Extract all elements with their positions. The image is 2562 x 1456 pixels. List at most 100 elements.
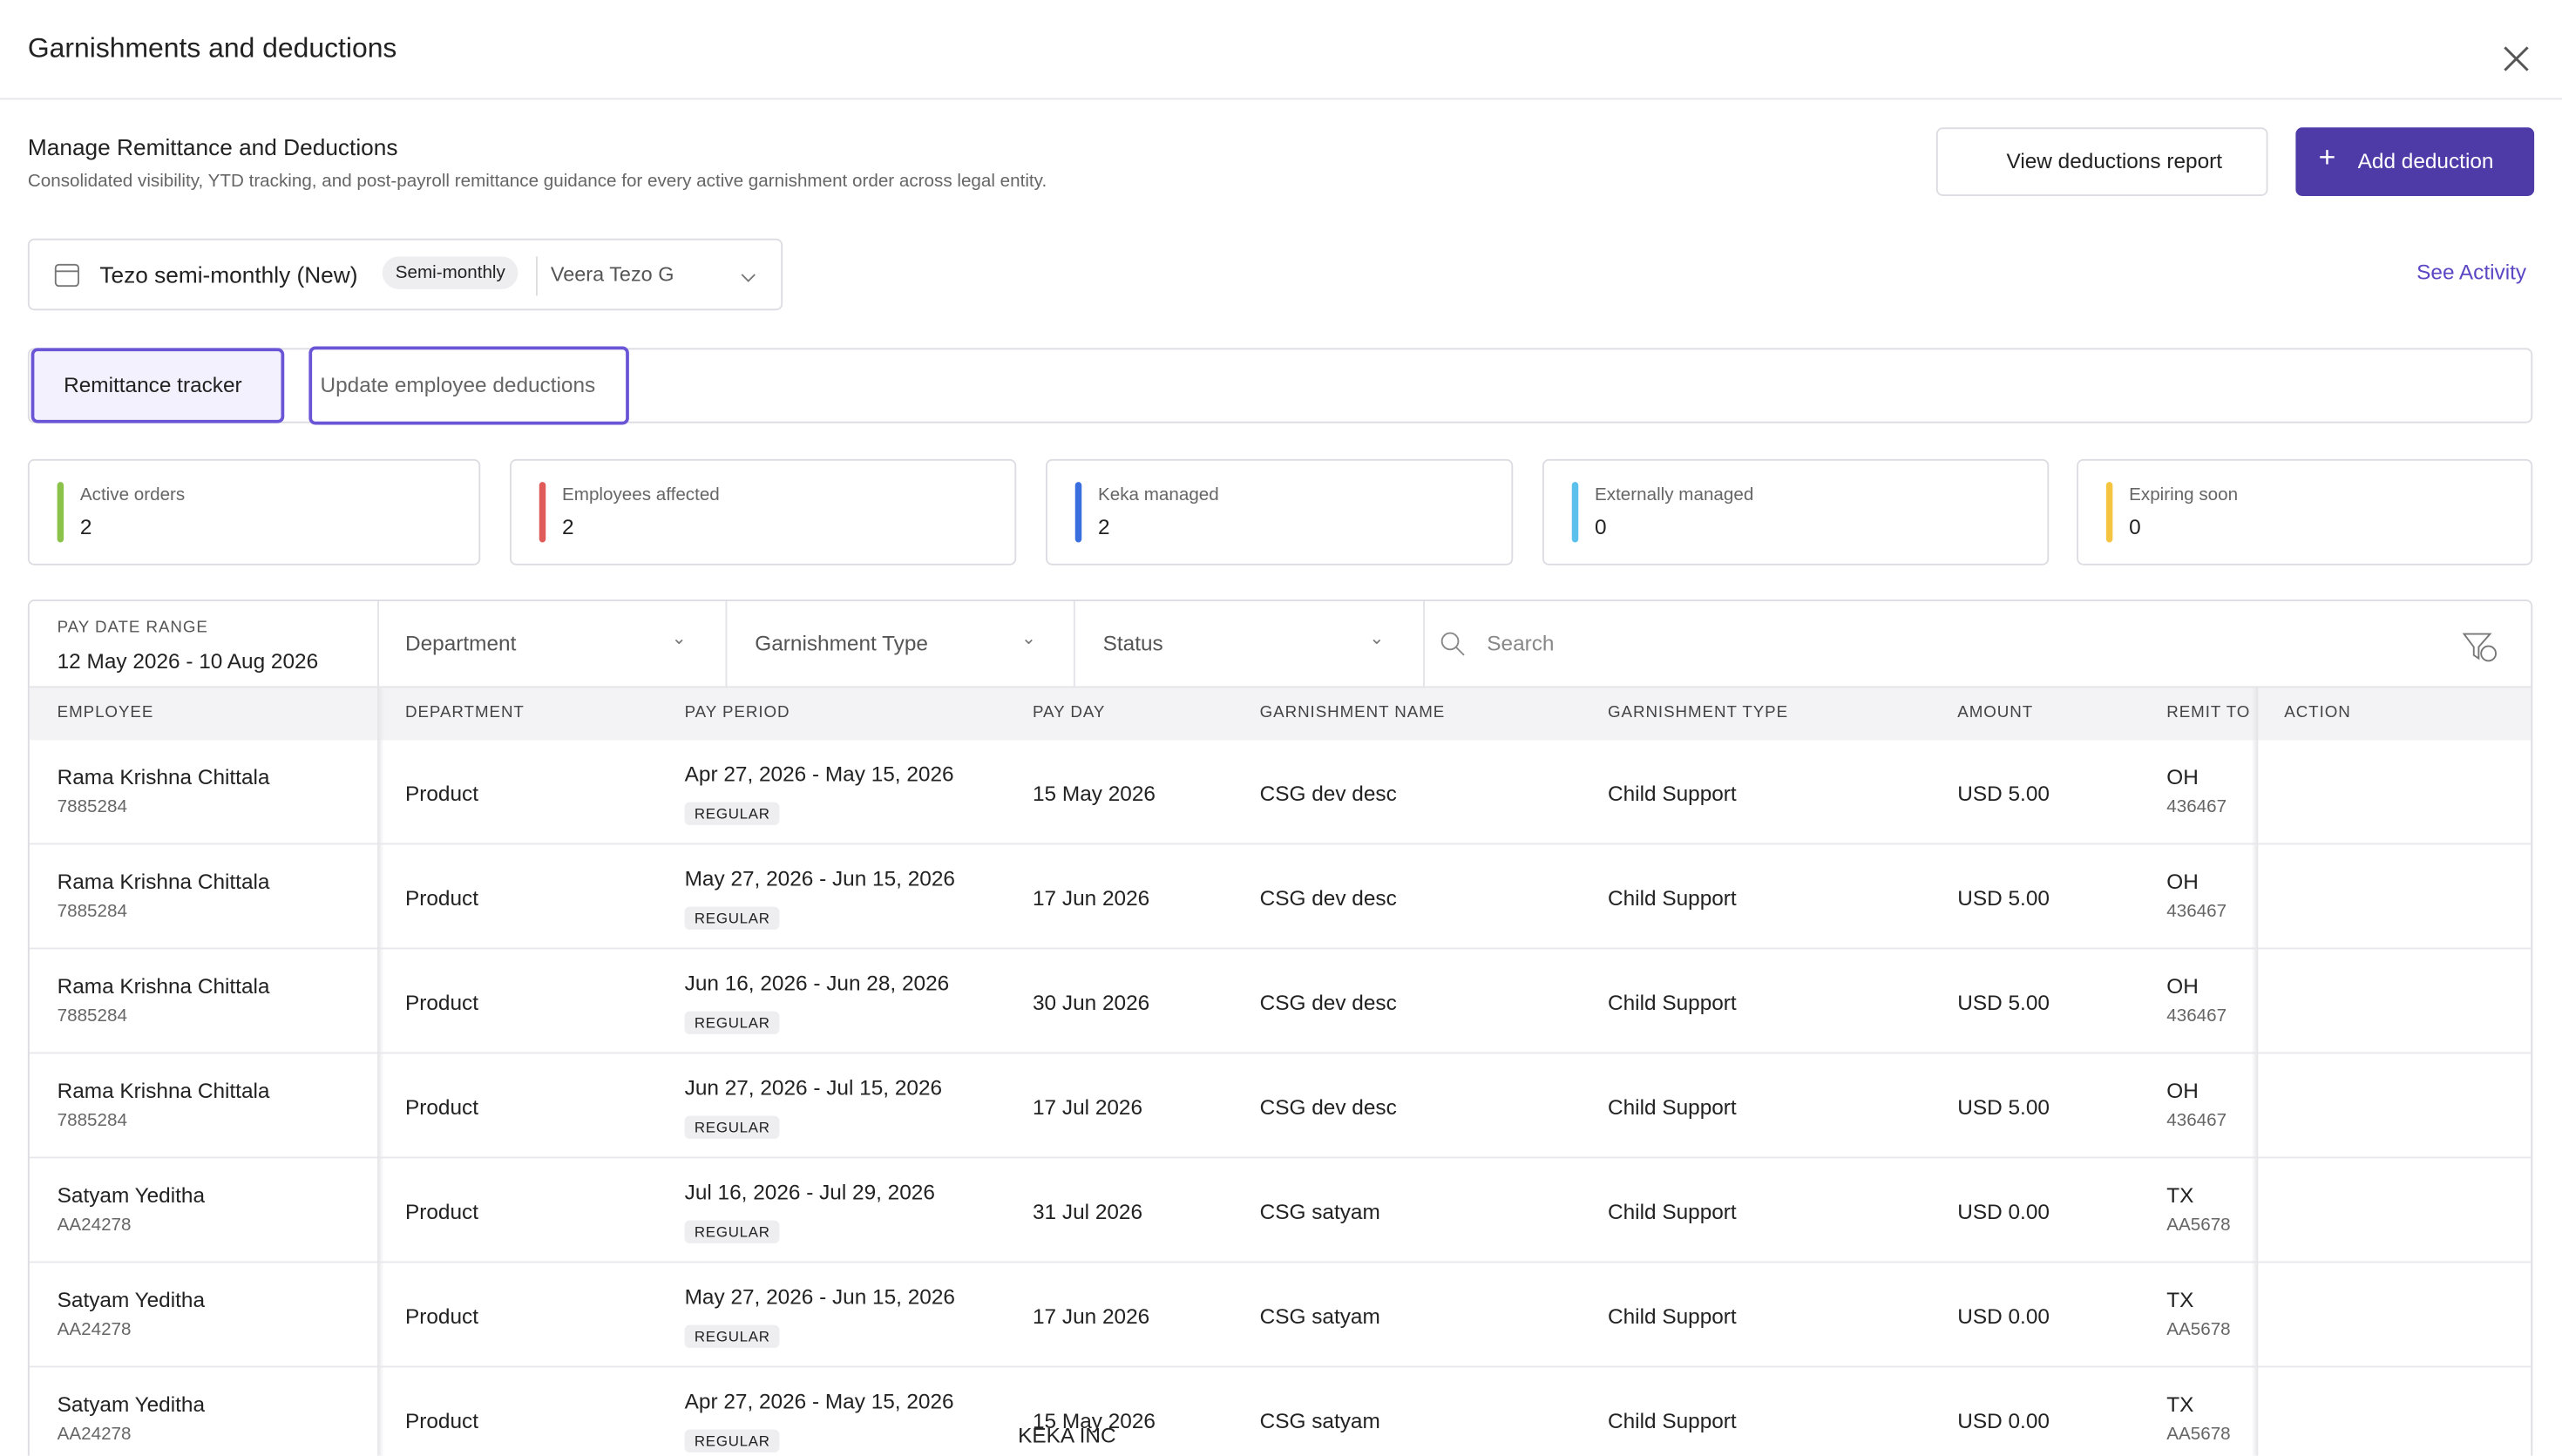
- stat-card: [27, 458, 481, 565]
- employee-name: Rama Krishna Chittala: [57, 973, 270, 999]
- link[interactable]: See Activity: [2416, 260, 2527, 285]
- employee-id: 7885284: [57, 902, 127, 922]
- period-tag: REGULAR: [684, 1429, 780, 1453]
- stat-card: [510, 458, 1017, 565]
- amount: USD 5.00: [1957, 885, 2050, 911]
- search-input[interactable]: Search: [1487, 630, 1555, 655]
- button-label[interactable]: Add deduction: [2357, 148, 2494, 173]
- remit-state: TX: [2166, 1287, 2194, 1312]
- pay-period: May 27, 2026 - Jun 15, 2026: [684, 865, 955, 891]
- garnishment-name: CSG dev desc: [1259, 885, 1397, 911]
- divider: [536, 256, 538, 296]
- pay-day: 15 May 2026: [1033, 1408, 1156, 1433]
- search-icon: [1440, 632, 1465, 656]
- amount: USD 5.00: [1957, 781, 2050, 806]
- stat-accent: [1074, 482, 1082, 543]
- employee-name: Satyam Yeditha: [57, 1392, 206, 1417]
- garnishment-type: Child Support: [1608, 1408, 1737, 1433]
- pay-day: 31 Jul 2026: [1033, 1199, 1143, 1224]
- department: Product: [405, 1408, 479, 1433]
- amount: USD 5.00: [1957, 1094, 2050, 1120]
- tab-label[interactable]: Remittance tracker: [64, 372, 242, 397]
- button-icon: +: [2318, 140, 2336, 173]
- frequency-pill: Semi-monthly: [382, 256, 518, 289]
- divider: [0, 98, 2562, 100]
- garnishment-type: Child Support: [1608, 1304, 1737, 1329]
- view-report-button[interactable]: [1935, 127, 2268, 196]
- remit-state: TX: [2166, 1392, 2194, 1417]
- divider: [29, 686, 2532, 688]
- employee-name: Rama Krishna Chittala: [57, 764, 270, 789]
- filter-dropdown[interactable]: Status: [1102, 630, 1163, 655]
- remit-code: AA5678: [2166, 1216, 2231, 1236]
- pay-period: Apr 27, 2026 - May 15, 2026: [684, 1388, 954, 1413]
- chevron: [741, 274, 756, 282]
- stat-accent: [57, 482, 64, 543]
- filter-value[interactable]: 12 May 2026 - 10 Aug 2026: [57, 648, 319, 674]
- divider: [725, 601, 728, 688]
- filter-dropdown[interactable]: Department: [405, 630, 517, 655]
- pay-period: Jun 27, 2026 - Jul 15, 2026: [684, 1074, 943, 1100]
- clear-filter-icon[interactable]: [2461, 629, 2500, 665]
- garnishment-name: CSG satyam: [1259, 1408, 1380, 1433]
- employee-select[interactable]: Veera Tezo G: [550, 262, 674, 287]
- stat-card: [2077, 458, 2533, 565]
- add-deduction-button[interactable]: [2295, 127, 2535, 196]
- close-button[interactable]: [2502, 44, 2532, 74]
- table-header: [29, 687, 2532, 741]
- table-card: [27, 599, 2533, 1456]
- column-header: GARNISHMENT TYPE: [1608, 704, 1789, 722]
- footer: KEKA INC: [1018, 1423, 1116, 1448]
- stat-card: [1542, 458, 2050, 565]
- stat-label: Employees affected: [562, 484, 720, 505]
- column-header: DEPARTMENT: [405, 704, 525, 722]
- period-tag: REGULAR: [684, 802, 780, 825]
- period-tag: REGULAR: [684, 1220, 780, 1243]
- payroll-name: Tezo semi-monthly (New): [99, 261, 358, 288]
- pay-day: 30 Jun 2026: [1033, 990, 1150, 1015]
- chevron: ⌄: [1020, 628, 1037, 649]
- amount: USD 5.00: [1957, 990, 2050, 1015]
- remit-code: 436467: [2166, 797, 2227, 817]
- row-divider: [29, 843, 2532, 845]
- column-header: AMOUNT: [1957, 704, 2034, 722]
- chevron: ⌄: [671, 628, 687, 649]
- garnishment-name: CSG satyam: [1259, 1199, 1380, 1224]
- sticky-shadow: [377, 687, 384, 1456]
- filter-dropdown[interactable]: Garnishment Type: [755, 630, 928, 655]
- stat-card: [1046, 458, 1514, 565]
- stat-value: 0: [2129, 514, 2141, 539]
- remit-state: OH: [2166, 764, 2199, 789]
- page-title: Garnishments and deductions: [27, 32, 397, 64]
- divider: [377, 601, 379, 688]
- remit-code: 436467: [2166, 1111, 2227, 1131]
- button-label[interactable]: View deductions report: [2006, 148, 2223, 173]
- garnishment-type: Child Support: [1608, 1199, 1737, 1224]
- department: Product: [405, 990, 479, 1015]
- employee-name: Rama Krishna Chittala: [57, 1078, 270, 1103]
- period-tag: REGULAR: [684, 1011, 780, 1034]
- garnishment-name: CSG satyam: [1259, 1304, 1380, 1329]
- stat-accent: [2105, 482, 2113, 543]
- tab[interactable]: [308, 346, 629, 425]
- remit-state: OH: [2166, 1078, 2199, 1103]
- tab-label[interactable]: Update employee deductions: [320, 372, 596, 397]
- employee-id: 7885284: [57, 1111, 127, 1131]
- pay-period: Apr 27, 2026 - May 15, 2026: [684, 761, 954, 786]
- tab[interactable]: [30, 348, 285, 423]
- remit-state: TX: [2166, 1182, 2194, 1208]
- remit-code: 436467: [2166, 902, 2227, 922]
- divider: [1423, 601, 1425, 688]
- calendar-icon: [54, 263, 79, 288]
- pay-period: May 27, 2026 - Jun 15, 2026: [684, 1283, 955, 1309]
- column-header: GARNISHMENT NAME: [1259, 704, 1446, 722]
- tab-bar: [27, 348, 2533, 423]
- pay-period: Jun 16, 2026 - Jun 28, 2026: [684, 970, 950, 995]
- pay-period: Jul 16, 2026 - Jul 29, 2026: [684, 1179, 935, 1204]
- garnishment-name: CSG dev desc: [1259, 990, 1397, 1015]
- period-tag: REGULAR: [684, 1324, 780, 1348]
- chevron: ⌄: [1369, 628, 1385, 649]
- period-tag: REGULAR: [684, 906, 780, 930]
- employee-id: 7885284: [57, 797, 127, 817]
